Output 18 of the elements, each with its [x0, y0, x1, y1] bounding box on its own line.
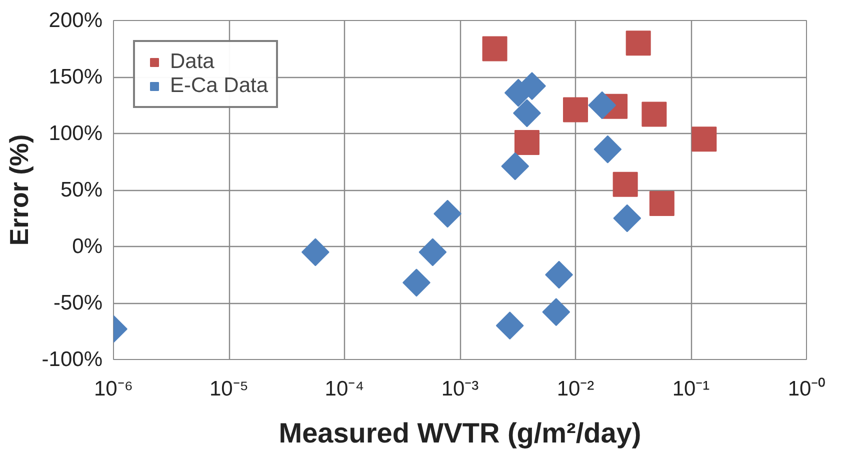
y-tick-label: 0% — [72, 235, 103, 258]
y-axis-title: Error (%) — [4, 134, 34, 246]
x-tick-label: 10⁻¹ — [672, 378, 710, 400]
y-tick-label: -100% — [42, 348, 102, 371]
y-tick-label: -50% — [53, 292, 103, 314]
y-tick-label: 200% — [48, 9, 103, 32]
x-tick-label: 10⁻⁰ — [788, 378, 826, 400]
x-tick-label: 10⁻³ — [441, 378, 479, 400]
legend-label: E-Ca Data — [170, 74, 268, 98]
x-tick-label: 10⁻⁴ — [324, 378, 364, 400]
y-tick-label: 150% — [48, 66, 103, 88]
x-tick-label: 10⁻² — [556, 378, 594, 400]
y-tick-label: 50% — [60, 178, 102, 202]
y-tick-label: 100% — [48, 122, 103, 145]
x-tick-label: 10⁻⁶ — [94, 378, 134, 400]
x-axis-title: Measured WVTR (g/m²/day) — [278, 418, 642, 448]
x-tick-label: 10⁻⁵ — [209, 378, 249, 400]
legend-label: Data — [170, 50, 214, 74]
